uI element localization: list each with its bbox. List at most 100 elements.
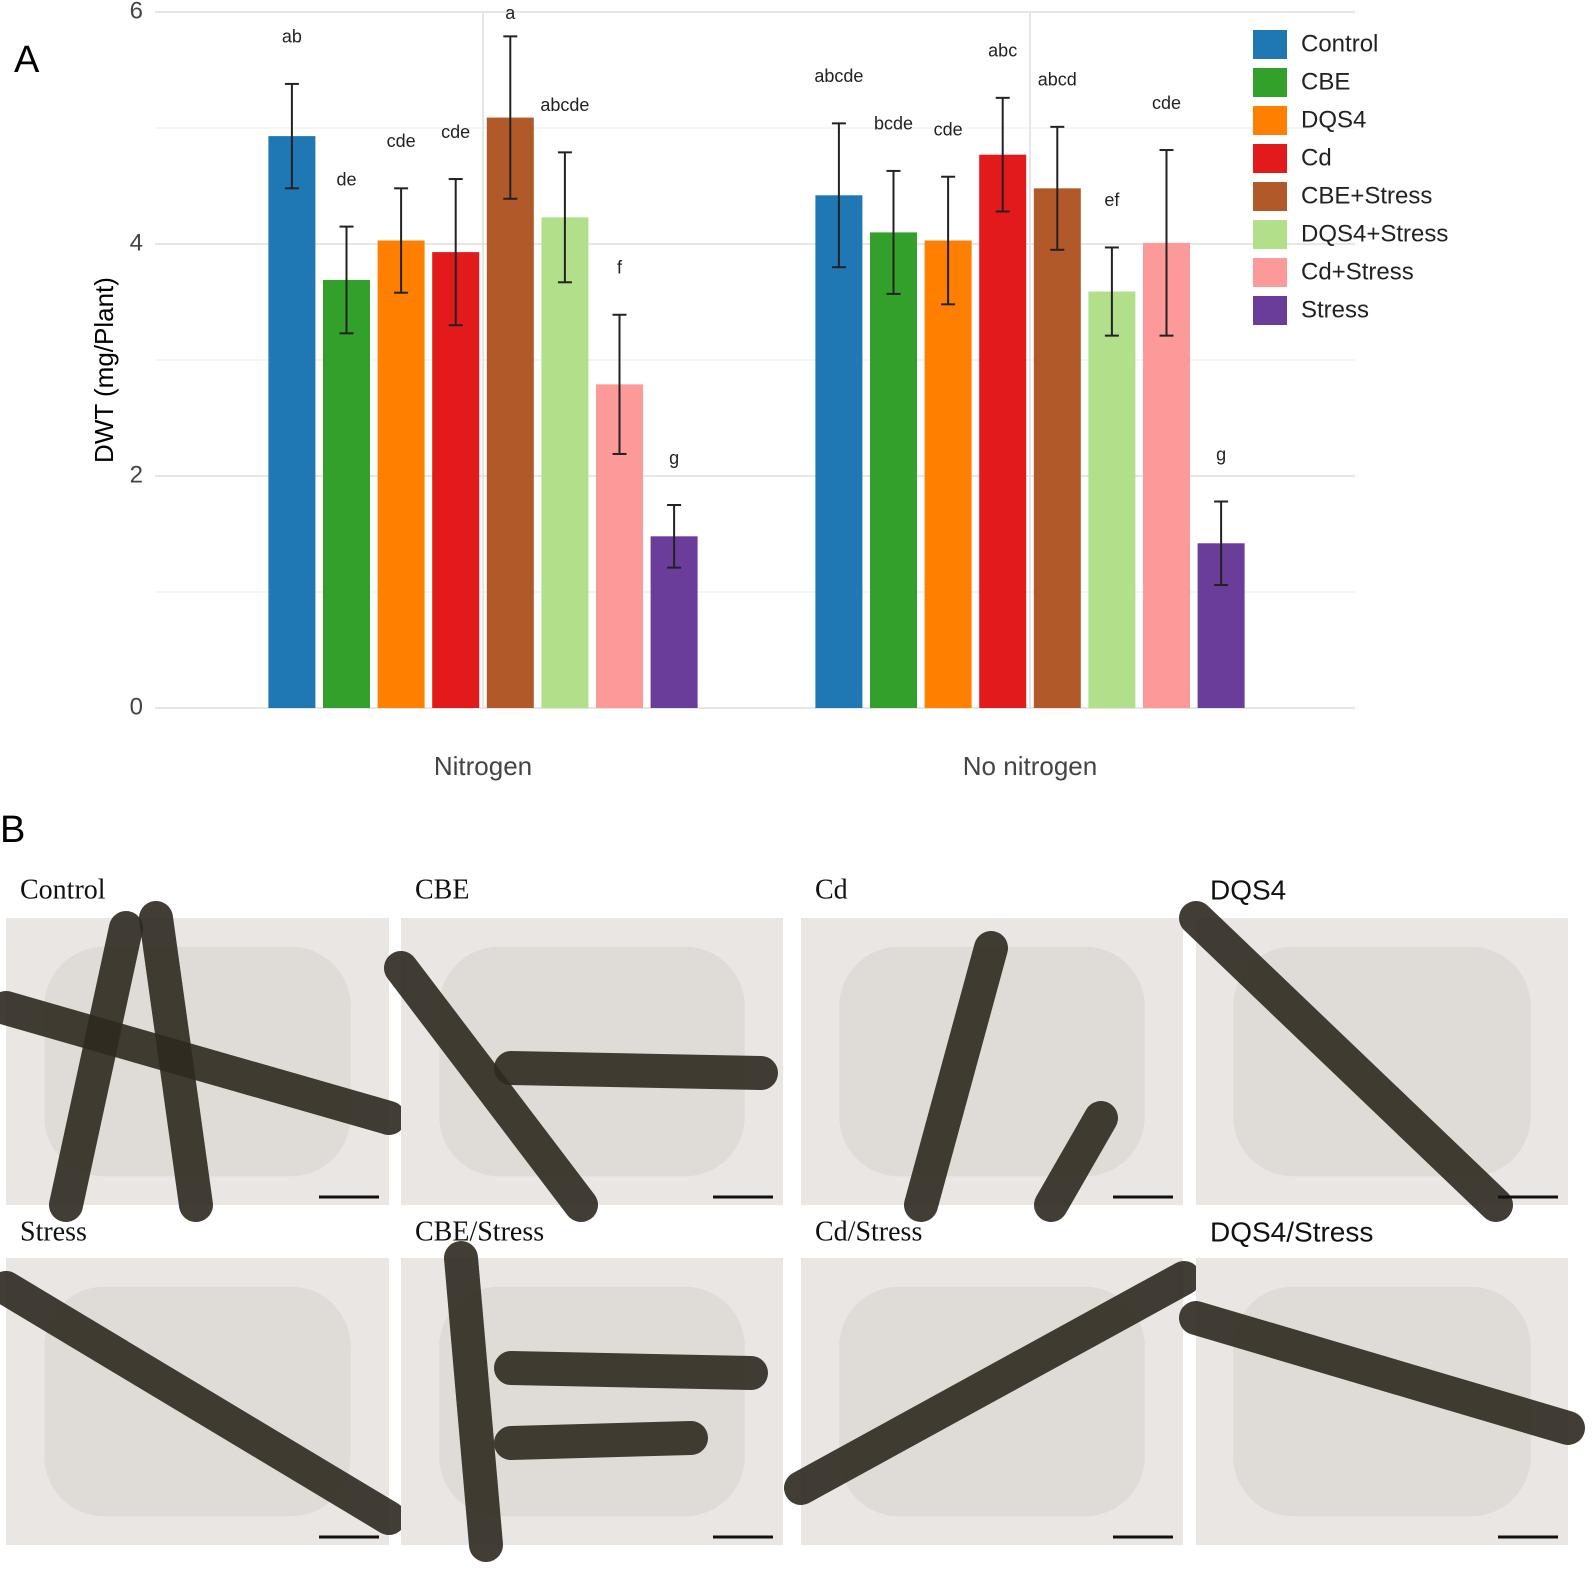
root <box>1034 1101 1118 1222</box>
y-tick-label: 6 <box>130 0 143 24</box>
bar <box>815 195 863 708</box>
photo-title: CBE <box>415 874 469 905</box>
bar <box>870 232 917 708</box>
legend-swatch <box>1253 258 1287 287</box>
photo-title: Cd/Stress <box>815 1216 922 1247</box>
error-bar <box>503 35 518 200</box>
bar <box>1033 188 1081 708</box>
error-bar <box>284 82 299 190</box>
bar <box>486 117 534 708</box>
significance-letter: f <box>617 258 623 278</box>
root <box>784 1261 1201 1505</box>
error-bar <box>1214 500 1229 587</box>
error-bar <box>557 151 572 284</box>
bar <box>432 252 480 708</box>
error-bar <box>1050 125 1065 251</box>
legend-swatch <box>1253 220 1287 249</box>
root <box>1179 1301 1585 1445</box>
y-axis-label: DWT (mg/Plant) <box>89 277 119 463</box>
root-photo <box>1179 1258 1585 1545</box>
root-photo <box>384 918 783 1222</box>
x-tick-label: No nitrogen <box>963 751 1097 781</box>
legend-label: Stress <box>1301 296 1369 323</box>
error-bar <box>886 169 901 295</box>
legend-swatch <box>1253 106 1287 135</box>
error-bar <box>995 96 1010 213</box>
legend-swatch <box>1253 182 1287 211</box>
root-photo <box>784 1258 1201 1545</box>
error-bar <box>667 504 682 569</box>
significance-letter: cde <box>1152 93 1181 113</box>
significance-letter: de <box>336 169 356 189</box>
photo-title: CBE/Stress <box>415 1216 544 1247</box>
error-bar <box>339 225 354 335</box>
legend-swatch <box>1253 144 1287 173</box>
significance-letter: cde <box>441 122 470 142</box>
panel-label: B <box>0 809 25 851</box>
legend-label: Control <box>1301 30 1378 57</box>
root <box>0 991 406 1135</box>
y-tick-label: 0 <box>130 693 143 720</box>
legend-label: Cd <box>1301 144 1332 171</box>
panel-label: A <box>14 39 40 81</box>
root <box>494 1351 768 1390</box>
root <box>494 1051 778 1090</box>
significance-letter: ef <box>1104 190 1120 210</box>
bar <box>323 279 370 708</box>
error-bar <box>612 313 627 455</box>
significance-letter: cde <box>934 119 963 139</box>
error-bar <box>448 178 463 327</box>
error-bar <box>1104 246 1119 337</box>
significance-letter: bcde <box>874 114 913 134</box>
root <box>0 1271 406 1535</box>
root-hair-halo <box>839 946 1145 1177</box>
bar <box>541 217 589 708</box>
x-tick-label: Nitrogen <box>434 751 532 781</box>
legend-label: CBE+Stress <box>1301 182 1432 209</box>
root <box>444 1241 503 1562</box>
error-bar <box>394 187 409 294</box>
error-bar <box>1159 149 1174 337</box>
bar <box>1088 291 1136 708</box>
significance-letter: abcde <box>540 95 589 115</box>
root-photo <box>1179 901 1568 1222</box>
root-photo <box>0 901 406 1222</box>
y-tick-label: 2 <box>130 461 143 488</box>
bar <box>979 154 1027 708</box>
legend-label: DQS4 <box>1301 106 1366 133</box>
root-photo <box>0 1258 406 1545</box>
legend-label: Cd+Stress <box>1301 258 1414 285</box>
root-photo <box>801 918 1183 1222</box>
legend-swatch <box>1253 296 1287 325</box>
error-bar <box>941 175 956 306</box>
y-tick-label: 4 <box>130 229 143 256</box>
photo-title: DQS4 <box>1210 874 1286 905</box>
bar <box>268 136 316 708</box>
photo-title: DQS4/Stress <box>1210 1216 1373 1247</box>
significance-letter: abc <box>988 41 1017 61</box>
photo-title: Control <box>20 874 106 905</box>
significance-letter: cde <box>387 131 416 151</box>
root-photo <box>401 1241 783 1562</box>
legend-label: DQS4+Stress <box>1301 220 1448 247</box>
significance-letter: g <box>1216 444 1226 464</box>
significance-letter: abcde <box>814 66 863 86</box>
significance-letter: g <box>669 448 679 468</box>
photo-title: Stress <box>20 1216 87 1247</box>
legend-swatch <box>1253 30 1287 59</box>
root <box>494 1421 708 1460</box>
bar <box>924 240 972 708</box>
photo-title: Cd <box>815 874 848 905</box>
error-bar <box>831 122 846 269</box>
significance-letter: abcd <box>1038 70 1077 90</box>
root <box>904 931 1008 1222</box>
root <box>49 911 143 1222</box>
legend-swatch <box>1253 68 1287 97</box>
significance-letter: ab <box>282 27 302 47</box>
root <box>1179 901 1513 1222</box>
significance-letter: a <box>505 3 516 23</box>
root <box>384 951 598 1222</box>
bar <box>377 240 425 708</box>
